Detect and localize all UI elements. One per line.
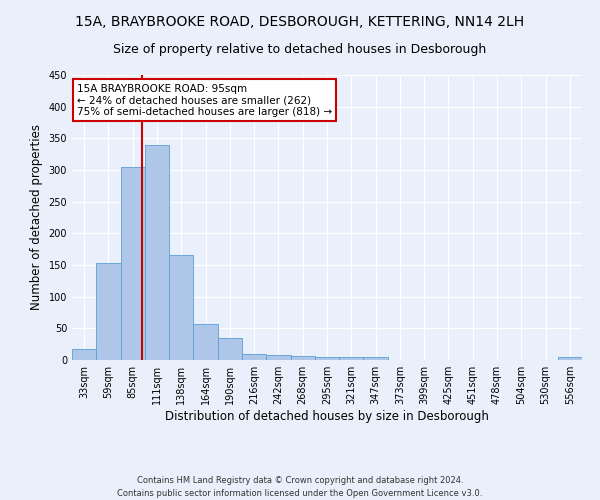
Bar bbox=[96, 263, 121, 360]
Text: Contains HM Land Registry data © Crown copyright and database right 2024.
Contai: Contains HM Land Registry data © Crown c… bbox=[118, 476, 482, 498]
Bar bbox=[339, 357, 364, 360]
Bar bbox=[290, 356, 315, 360]
Text: 15A, BRAYBROOKE ROAD, DESBOROUGH, KETTERING, NN14 2LH: 15A, BRAYBROOKE ROAD, DESBOROUGH, KETTER… bbox=[76, 15, 524, 29]
Bar bbox=[266, 355, 290, 360]
Bar bbox=[145, 144, 169, 360]
Bar bbox=[72, 349, 96, 360]
Bar bbox=[315, 357, 339, 360]
Bar bbox=[169, 255, 193, 360]
Bar bbox=[121, 167, 145, 360]
Bar bbox=[218, 338, 242, 360]
X-axis label: Distribution of detached houses by size in Desborough: Distribution of detached houses by size … bbox=[165, 410, 489, 423]
Text: 15A BRAYBROOKE ROAD: 95sqm
← 24% of detached houses are smaller (262)
75% of sem: 15A BRAYBROOKE ROAD: 95sqm ← 24% of deta… bbox=[77, 84, 332, 116]
Bar bbox=[364, 357, 388, 360]
Bar bbox=[242, 354, 266, 360]
Y-axis label: Number of detached properties: Number of detached properties bbox=[30, 124, 43, 310]
Bar bbox=[193, 324, 218, 360]
Text: Size of property relative to detached houses in Desborough: Size of property relative to detached ho… bbox=[113, 42, 487, 56]
Bar bbox=[558, 357, 582, 360]
